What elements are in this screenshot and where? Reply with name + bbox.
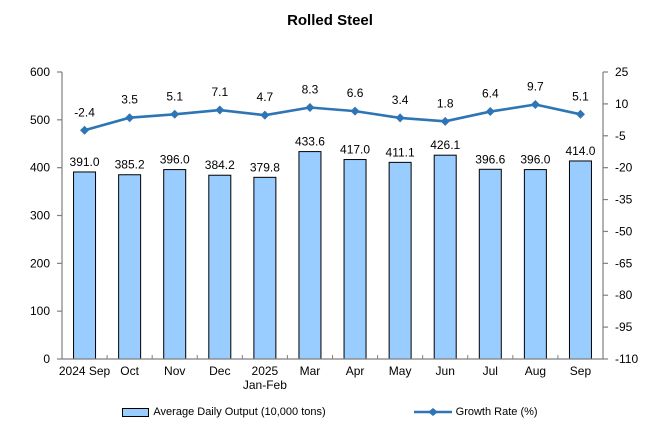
right-axis-label: -5 <box>615 129 626 143</box>
line-label-Mar: 8.3 <box>302 83 319 97</box>
x-label-Aug: Aug <box>525 364 546 378</box>
legend-label-bars: Average Daily Output (10,000 tons) <box>153 406 326 418</box>
bar-label-Nov: 396.0 <box>160 153 190 167</box>
plot-area: 391.0 385.2 396.0 384.2 379.8 433.6 417.0 411.1… <box>30 65 638 392</box>
bar-2025 Jan-Feb <box>253 176 277 360</box>
x-label-Jul: Jul <box>483 364 498 378</box>
line-marker-Sep <box>575 109 585 119</box>
right-axis-label: -95 <box>615 320 633 334</box>
legend-item-bars: Average Daily Output (10,000 tons) <box>122 406 326 418</box>
bar-Dec <box>208 174 232 360</box>
left-axis-label: 400 <box>30 161 50 175</box>
line-label-Oct: 3.5 <box>121 93 138 107</box>
left-axis-label: 100 <box>30 304 50 318</box>
bar-label-Aug: 396.0 <box>520 153 550 167</box>
x-label-Sep: Sep <box>570 364 592 378</box>
line-label-2024 Sep: -2.4 <box>74 105 95 119</box>
right-axis-label: 25 <box>615 65 629 79</box>
x-label-Oct: Oct <box>120 364 139 378</box>
bar-2024 Sep <box>73 171 97 360</box>
left-axis-label: 500 <box>30 113 50 127</box>
left-axis-label: 600 <box>30 65 50 79</box>
bar-Oct <box>118 174 142 360</box>
right-axis-label: 10 <box>615 97 629 111</box>
legend: Average Daily Output (10,000 tons) Growt… <box>0 406 660 418</box>
legend-label-line: Growth Rate (%) <box>455 406 538 418</box>
bar-Apr <box>343 159 367 360</box>
bar-label-Jul: 396.6 <box>475 152 505 166</box>
line-label-May: 3.4 <box>392 93 409 107</box>
bar-Nov <box>163 169 187 360</box>
line-marker-Apr <box>350 106 360 116</box>
right-axis-label: -110 <box>615 352 638 366</box>
left-axis-label: 300 <box>30 209 50 223</box>
bar-series-swatch <box>122 407 150 417</box>
bar-label-Dec: 384.2 <box>205 158 235 172</box>
line-series-swatch <box>413 408 452 416</box>
right-axis-label: -35 <box>615 193 633 207</box>
right-axis-label: -20 <box>615 161 633 175</box>
line-marker-Oct <box>125 113 135 123</box>
left-axis-label: 0 <box>43 352 50 366</box>
x-label-Mar: Mar <box>300 364 321 378</box>
line-label-Jul: 6.4 <box>482 87 499 101</box>
right-axis-label: -50 <box>615 224 633 238</box>
x-label-2024 Sep: 2024 Sep <box>59 364 111 378</box>
line-marker-Aug <box>530 100 540 110</box>
line-marker-2025 Jan-Feb <box>260 110 270 120</box>
bar-label-Oct: 385.2 <box>115 158 145 172</box>
bar-label-Apr: 417.0 <box>340 143 370 157</box>
legend-item-line: Growth Rate (%) <box>413 406 538 418</box>
x-label-Apr: Apr <box>346 364 365 378</box>
bar-label-2025 Jan-Feb: 379.8 <box>250 160 280 174</box>
page-title: Rolled Steel <box>287 12 373 29</box>
x-label-2025 Jan-Feb: 2025 <box>252 364 279 378</box>
x-label-Jun: Jun <box>436 364 455 378</box>
line-marker-Jun <box>440 116 450 126</box>
line-label-Apr: 6.6 <box>347 86 364 100</box>
line-marker-Mar <box>305 103 315 113</box>
line-label-Nov: 5.1 <box>166 89 183 103</box>
line-marker-Nov <box>170 109 180 119</box>
right-axis-label: -65 <box>615 256 633 270</box>
x-label-Dec: Dec <box>209 364 230 378</box>
x-label-2025 Jan-Feb: Jan-Feb <box>243 378 287 392</box>
line-label-2025 Jan-Feb: 4.7 <box>257 90 274 104</box>
bar-label-2024 Sep: 391.0 <box>70 155 100 169</box>
bar-label-Jun: 426.1 <box>430 138 460 152</box>
bar-Jul <box>478 168 502 360</box>
bar-Sep <box>568 160 592 360</box>
line-marker-Dec <box>215 105 225 115</box>
right-axis-label: -80 <box>615 288 633 302</box>
line-label-Jun: 1.8 <box>437 96 454 110</box>
x-label-May: May <box>389 364 412 378</box>
x-label-Nov: Nov <box>164 364 185 378</box>
bar-May <box>388 161 412 360</box>
bar-label-Sep: 414.0 <box>565 144 595 158</box>
bar-Jun <box>433 154 457 360</box>
bar-label-May: 411.1 <box>386 145 415 159</box>
left-axis-label: 200 <box>30 256 50 270</box>
growth-rate-line <box>83 103 582 132</box>
line-label-Aug: 9.7 <box>527 80 544 94</box>
line-marker-May <box>395 113 405 123</box>
line-label-Dec: 7.1 <box>211 85 228 99</box>
bar-label-Mar: 433.6 <box>295 135 325 149</box>
legend-line-marker <box>427 408 438 416</box>
line-marker-2024 Sep <box>80 125 90 135</box>
line-marker-Jul <box>485 107 495 117</box>
bar-Aug <box>523 169 547 360</box>
line-label-Sep: 5.1 <box>572 89 589 103</box>
bar-Mar <box>298 151 322 360</box>
